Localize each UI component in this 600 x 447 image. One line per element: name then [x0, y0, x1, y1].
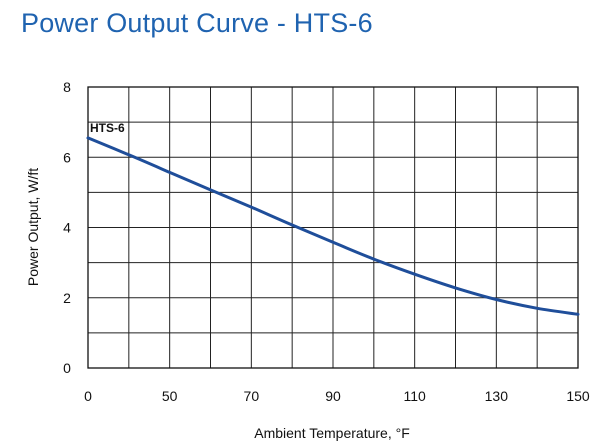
x-axis-ticks: 0 50 70 90 110 130 150 — [84, 388, 590, 404]
x-tick-label: 90 — [325, 388, 341, 404]
x-tick-label: 70 — [244, 388, 260, 404]
plot-frame — [87, 86, 579, 369]
x-axis-label: Ambient Temperature, °F — [254, 425, 410, 441]
y-tick-label: 2 — [63, 290, 71, 306]
chart-title: Power Output Curve - HTS-6 — [21, 8, 373, 38]
series-line — [86, 136, 580, 316]
series-label: HTS-6 — [90, 121, 125, 135]
x-tick-label: 110 — [404, 388, 427, 404]
chart-series: HTS-6 — [86, 121, 580, 316]
y-axis-ticks: 0 2 4 6 8 — [63, 79, 71, 376]
x-tick-label: 130 — [485, 388, 509, 404]
x-tick-label: 50 — [162, 388, 178, 404]
x-tick-label: 150 — [566, 388, 590, 404]
y-tick-label: 8 — [63, 79, 71, 95]
x-tick-label: 0 — [84, 388, 92, 404]
chart-grid — [87, 86, 579, 369]
y-axis-label: Power Output, W/ft — [25, 168, 41, 286]
y-tick-label: 6 — [63, 149, 71, 165]
y-tick-label: 0 — [63, 360, 71, 376]
y-tick-label: 4 — [63, 220, 71, 236]
